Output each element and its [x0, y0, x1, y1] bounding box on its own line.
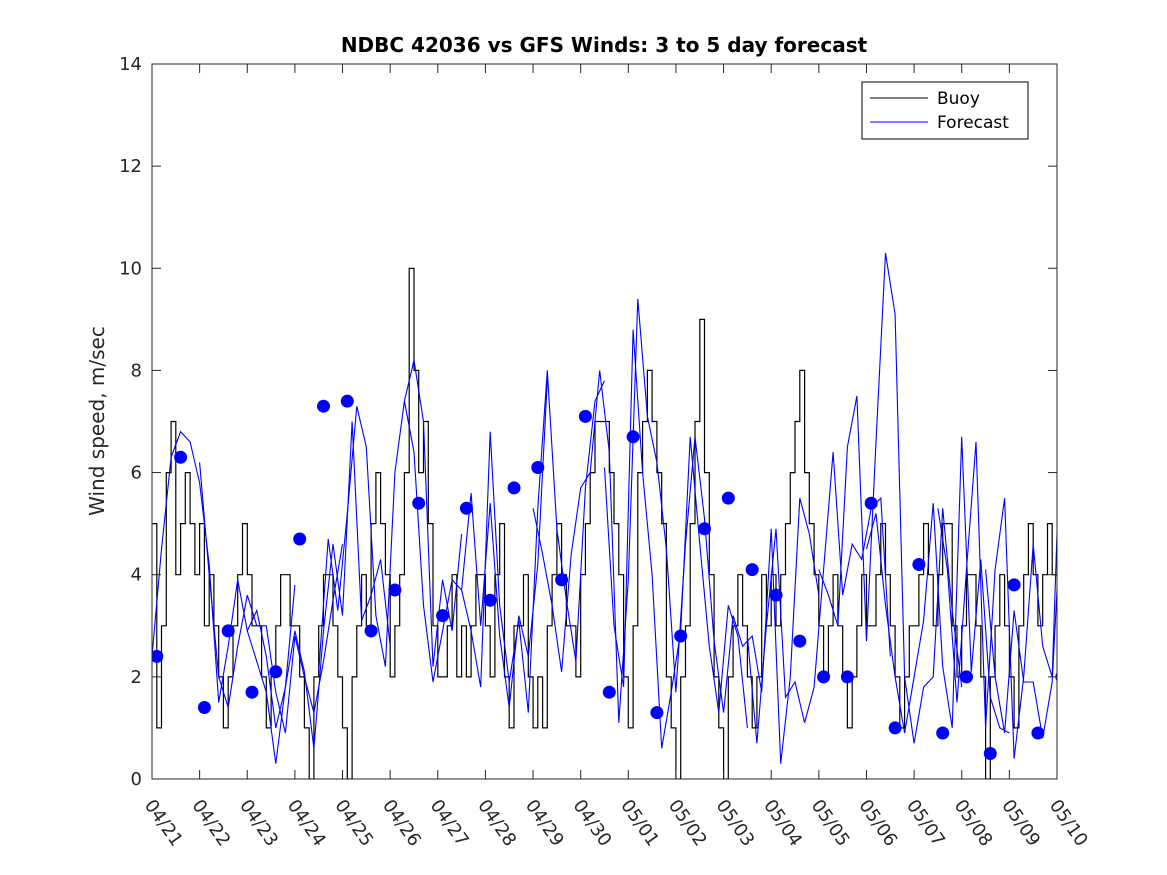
forecast-marker-32	[888, 721, 902, 735]
forecast-marker-2	[174, 450, 188, 464]
forecast-marker-3	[197, 701, 211, 714]
forecast-marker-5	[245, 685, 259, 699]
forecast-marker-16	[507, 481, 521, 495]
y-axis-label: Wind speed, m/sec	[85, 326, 109, 516]
legend-buoy-label: Buoy	[937, 89, 980, 109]
forecast-marker-17	[531, 461, 545, 474]
forecast-marker-22	[650, 706, 664, 720]
forecast-series-line-1	[152, 430, 296, 729]
forecast-marker-7	[293, 532, 307, 546]
data-layer	[152, 252, 1057, 779]
forecast-marker-36	[983, 747, 997, 760]
forecast-marker-28	[793, 634, 807, 648]
forecast-series-line-8	[603, 329, 748, 749]
forecast-marker-15	[483, 593, 497, 607]
forecast-marker-14	[459, 501, 473, 515]
legend-forecast-label: Forecast	[937, 113, 1009, 133]
forecast-marker-9	[340, 394, 354, 408]
y-tick-label-6: 6	[131, 463, 142, 484]
forecast-marker-37	[1007, 578, 1021, 592]
legend-box	[861, 81, 1029, 140]
forecast-marker-27	[769, 588, 783, 602]
forecast-series-line-10	[746, 452, 891, 744]
forecast-marker-25	[721, 491, 735, 505]
forecast-marker-26	[745, 563, 759, 577]
y-tick-label-2: 2	[131, 667, 142, 688]
chart-title: NDBC 42036 vs GFS Winds: 3 to 5 day fore…	[341, 33, 868, 57]
forecast-marker-24	[698, 522, 711, 536]
forecast-marker-12	[412, 496, 426, 510]
y-tick-label-12: 12	[119, 156, 142, 177]
buoy-series-line	[152, 267, 1057, 779]
y-tick-label-14: 14	[119, 54, 142, 75]
forecast-marker-10	[364, 624, 378, 638]
forecast-marker-23	[674, 629, 688, 643]
forecast-marker-21	[626, 430, 640, 444]
forecast-series-line-7	[532, 298, 677, 723]
forecast-marker-35	[960, 670, 973, 684]
y-tick-label-10: 10	[119, 258, 142, 279]
y-tick-label-4: 4	[131, 565, 142, 586]
y-tick-label-0: 0	[131, 769, 142, 790]
legend: Buoy Forecast	[861, 81, 1029, 140]
forecast-marker-18	[555, 573, 569, 587]
forecast-marker-29	[817, 670, 831, 684]
plot-frame	[151, 63, 1058, 780]
forecast-series-line-13	[937, 441, 1057, 759]
forecast-marker-33	[912, 558, 926, 571]
forecast-marker-11	[388, 583, 402, 597]
forecast-marker-13	[436, 609, 450, 623]
y-tick-label-8: 8	[131, 360, 142, 381]
forecast-marker-19	[578, 409, 592, 423]
forecast-marker-1	[152, 649, 164, 663]
forecast-series-line-5	[403, 380, 548, 708]
forecast-marker-34	[936, 726, 950, 740]
forecast-marker-8	[317, 399, 330, 413]
forecast-series-line-12	[865, 436, 1010, 734]
forecast-series-line-3	[246, 421, 391, 764]
forecast-marker-4	[221, 624, 235, 638]
forecast-series-line-14	[985, 569, 1057, 739]
forecast-marker-20	[602, 685, 616, 699]
forecast-series-line-6	[461, 370, 605, 713]
forecast-series-line-4	[318, 360, 463, 672]
forecast-marker-38	[1031, 726, 1045, 740]
forecast-marker-31	[864, 496, 878, 510]
forecast-marker-30	[840, 670, 854, 684]
forecast-marker-6	[269, 665, 283, 679]
